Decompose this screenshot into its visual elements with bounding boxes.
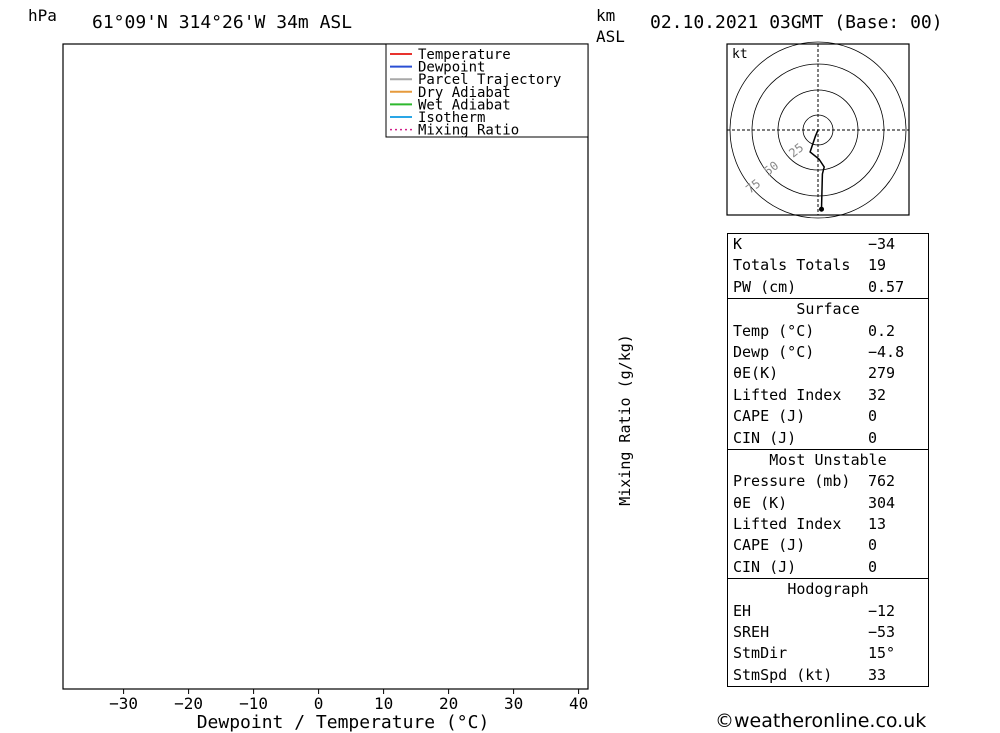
legend-label: Temperature [418,47,511,63]
index-value: 0 [868,407,878,426]
location-title: 61°09'N 314°26'W 34m ASL [92,12,353,33]
index-value: −34 [868,235,896,253]
index-value: 0.57 [868,277,905,296]
x-tick-label: 10 [374,694,393,713]
surface-row: Dewp (°C) −4.8 [728,342,928,363]
plot-frame [62,43,589,694]
legend-label: Dry Adiabat [418,85,511,101]
hodograph-end-dot [819,206,825,212]
index-value: 13 [868,515,887,534]
mu-row: CAPE (J) 0 [728,535,928,556]
hodograph-unit-label: kt [732,47,748,62]
x-tick-label: −30 [109,694,138,713]
index-value: 0.2 [868,321,896,340]
index-label: EH [733,601,752,620]
index-value: 762 [868,472,896,491]
x-tick-label: 0 [314,694,324,713]
index-row-pw: PW (cm) 0.57 [728,277,928,298]
surface-header: Surface [728,298,928,320]
legend-label: Mixing Ratio [418,123,519,139]
index-label: CIN (J) [733,557,797,576]
height-unit-label: km [596,6,616,25]
height-unit-sub-label: ASL [596,27,625,46]
index-value: 0 [868,557,878,576]
index-label: StmDir [733,644,788,663]
index-value: −53 [868,623,896,642]
pressure-unit-label: hPa [28,6,57,25]
right-axis-label: Mixing Ratio (g/kg) [616,334,634,506]
index-value: 0 [868,428,878,447]
index-label: Lifted Index [733,385,842,404]
index-label: PW (cm) [733,277,797,296]
surface-row: CAPE (J) 0 [728,406,928,427]
credit-text[interactable]: ©weatheronline.co.uk [715,710,927,732]
index-label: SREH [733,623,770,642]
hodo-row: EH −12 [728,601,928,622]
legend-label: Dewpoint [418,60,485,76]
index-value: −12 [868,601,896,620]
plot-border [62,43,589,690]
legend-box [385,43,589,138]
index-value: 279 [868,364,896,383]
x-axis-label: Dewpoint / Temperature (°C) [197,712,490,733]
index-label: Temp (°C) [733,321,815,340]
hodo-row: StmSpd (kt) 33 [728,665,928,686]
most-unstable-header: Most Unstable [728,448,928,471]
mu-row: Lifted Index 13 [728,514,928,535]
indices-table: K −34 Totals Totals 19 PW (cm) 0.57 Surface… [727,233,929,688]
hodograph-header: Hodograph [728,578,928,600]
x-tick-label: −10 [239,694,268,713]
mu-row: CIN (J) 0 [728,557,928,578]
x-tick-label: 20 [439,694,458,713]
index-label: K [733,235,743,253]
index-label: θE(K) [733,364,779,383]
surface-row: Lifted Index 32 [728,385,928,406]
index-value: 32 [868,385,887,404]
legend-label: Parcel Trajectory [418,72,561,88]
index-label: CAPE (J) [733,536,806,555]
datetime-title: 02.10.2021 03GMT (Base: 00) [650,12,943,33]
surface-row: Temp (°C) 0.2 [728,321,928,342]
surface-row: θE(K) 279 [728,363,928,384]
index-label: Lifted Index [733,515,842,534]
hodo-row: SREH −53 [728,622,928,643]
index-value: 304 [868,493,896,512]
index-row-k: K −34 [728,234,928,255]
index-label: CAPE (J) [733,407,806,426]
axis-labels: 1234681015202530035040045050055060065070… [109,334,634,733]
legend-label: Wet Adiabat [418,97,511,113]
index-label: CIN (J) [733,428,797,447]
surface-row: CIN (J) 0 [728,428,928,449]
index-label: Pressure (mb) [733,472,851,491]
hodograph-trace [809,129,826,210]
index-row-totals: Totals Totals 19 [728,255,928,276]
mu-row: θE (K) 304 [728,493,928,514]
index-label: Totals Totals [733,256,851,275]
x-tick-label: −20 [174,694,203,713]
mu-row: Pressure (mb) 762 [728,471,928,492]
index-value: 0 [868,536,878,555]
index-label: θE (K) [733,493,788,512]
index-value: 33 [868,665,887,684]
index-label: StmSpd (kt) [733,665,833,684]
index-value: 19 [868,256,887,275]
x-tick-label: 30 [504,694,523,713]
index-value: −4.8 [868,342,905,361]
index-label: Dewp (°C) [733,342,815,361]
hodo-row: StmDir 15° [728,643,928,664]
index-value: 15° [868,644,896,663]
legend-label: Isotherm [418,110,485,126]
x-tick-label: 40 [569,694,588,713]
